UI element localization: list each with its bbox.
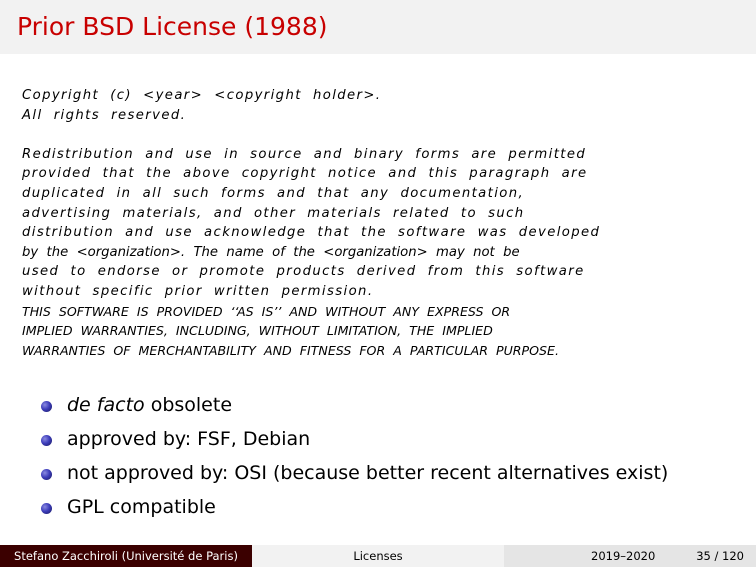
footer-page-number: 35 / 120 <box>696 549 744 563</box>
bullet-emphasis: de facto <box>67 394 145 416</box>
footer-info: 2019–2020 35 / 120 <box>504 545 756 567</box>
bullet-ball-icon <box>41 435 52 446</box>
bullet-item-obsolete: de facto obsolete <box>40 390 668 424</box>
license-line: distribution and use acknowledge that th… <box>22 225 601 241</box>
license-line-copyright: Copyright (c) <year> <copyright holder>. <box>22 88 382 103</box>
license-line: duplicated in all such forms and that an… <box>22 185 525 201</box>
bullet-ball-icon <box>41 503 52 514</box>
bullet-text: not approved by: OSI (because better rec… <box>67 462 669 484</box>
license-line: by the <organization>. The name of the <… <box>22 244 520 260</box>
license-text-block: Copyright (c) <year> <copyright holder>.… <box>22 86 600 360</box>
license-disclaimer-line: THIS SOFTWARE IS PROVIDED ‘‘AS IS’’ AND … <box>22 303 511 319</box>
bullet-text: GPL compatible <box>67 496 216 518</box>
license-line: advertising materials, and other materia… <box>22 205 525 221</box>
license-line: Redistribution and use in source and bin… <box>22 146 587 162</box>
bullet-item-not-approved: not approved by: OSI (because better rec… <box>40 458 668 492</box>
bullet-list: de facto obsolete approved by: FSF, Debi… <box>40 390 668 526</box>
license-disclaimer-line: WARRANTIES OF MERCHANTABILITY AND FITNES… <box>22 342 560 358</box>
license-disclaimer-line: IMPLIED WARRANTIES, INCLUDING, WITHOUT L… <box>22 323 493 339</box>
footer-year: 2019–2020 <box>591 549 656 563</box>
slide-title-bar: Prior BSD License (1988) <box>0 0 756 54</box>
license-line: used to endorse or promote products deri… <box>22 264 585 280</box>
license-line: without specific prior written permissio… <box>22 283 374 299</box>
license-paragraph-gap <box>22 125 600 145</box>
bullet-ball-icon <box>41 469 52 480</box>
bullet-ball-icon <box>41 401 52 412</box>
footer-author: Stefano Zacchiroli (Université de Paris) <box>0 545 252 567</box>
bullet-item-approved: approved by: FSF, Debian <box>40 424 668 458</box>
license-line-rights: All rights reserved. <box>22 107 187 123</box>
slide-title: Prior BSD License (1988) <box>17 12 328 41</box>
slide-footer: Stefano Zacchiroli (Université de Paris)… <box>0 545 756 567</box>
footer-section: Licenses <box>252 545 504 567</box>
bullet-text: obsolete <box>144 394 233 416</box>
bullet-text: approved by: FSF, Debian <box>67 428 311 450</box>
license-line: provided that the above copyright notice… <box>22 166 588 182</box>
bullet-item-gpl-compatible: GPL compatible <box>40 492 668 526</box>
